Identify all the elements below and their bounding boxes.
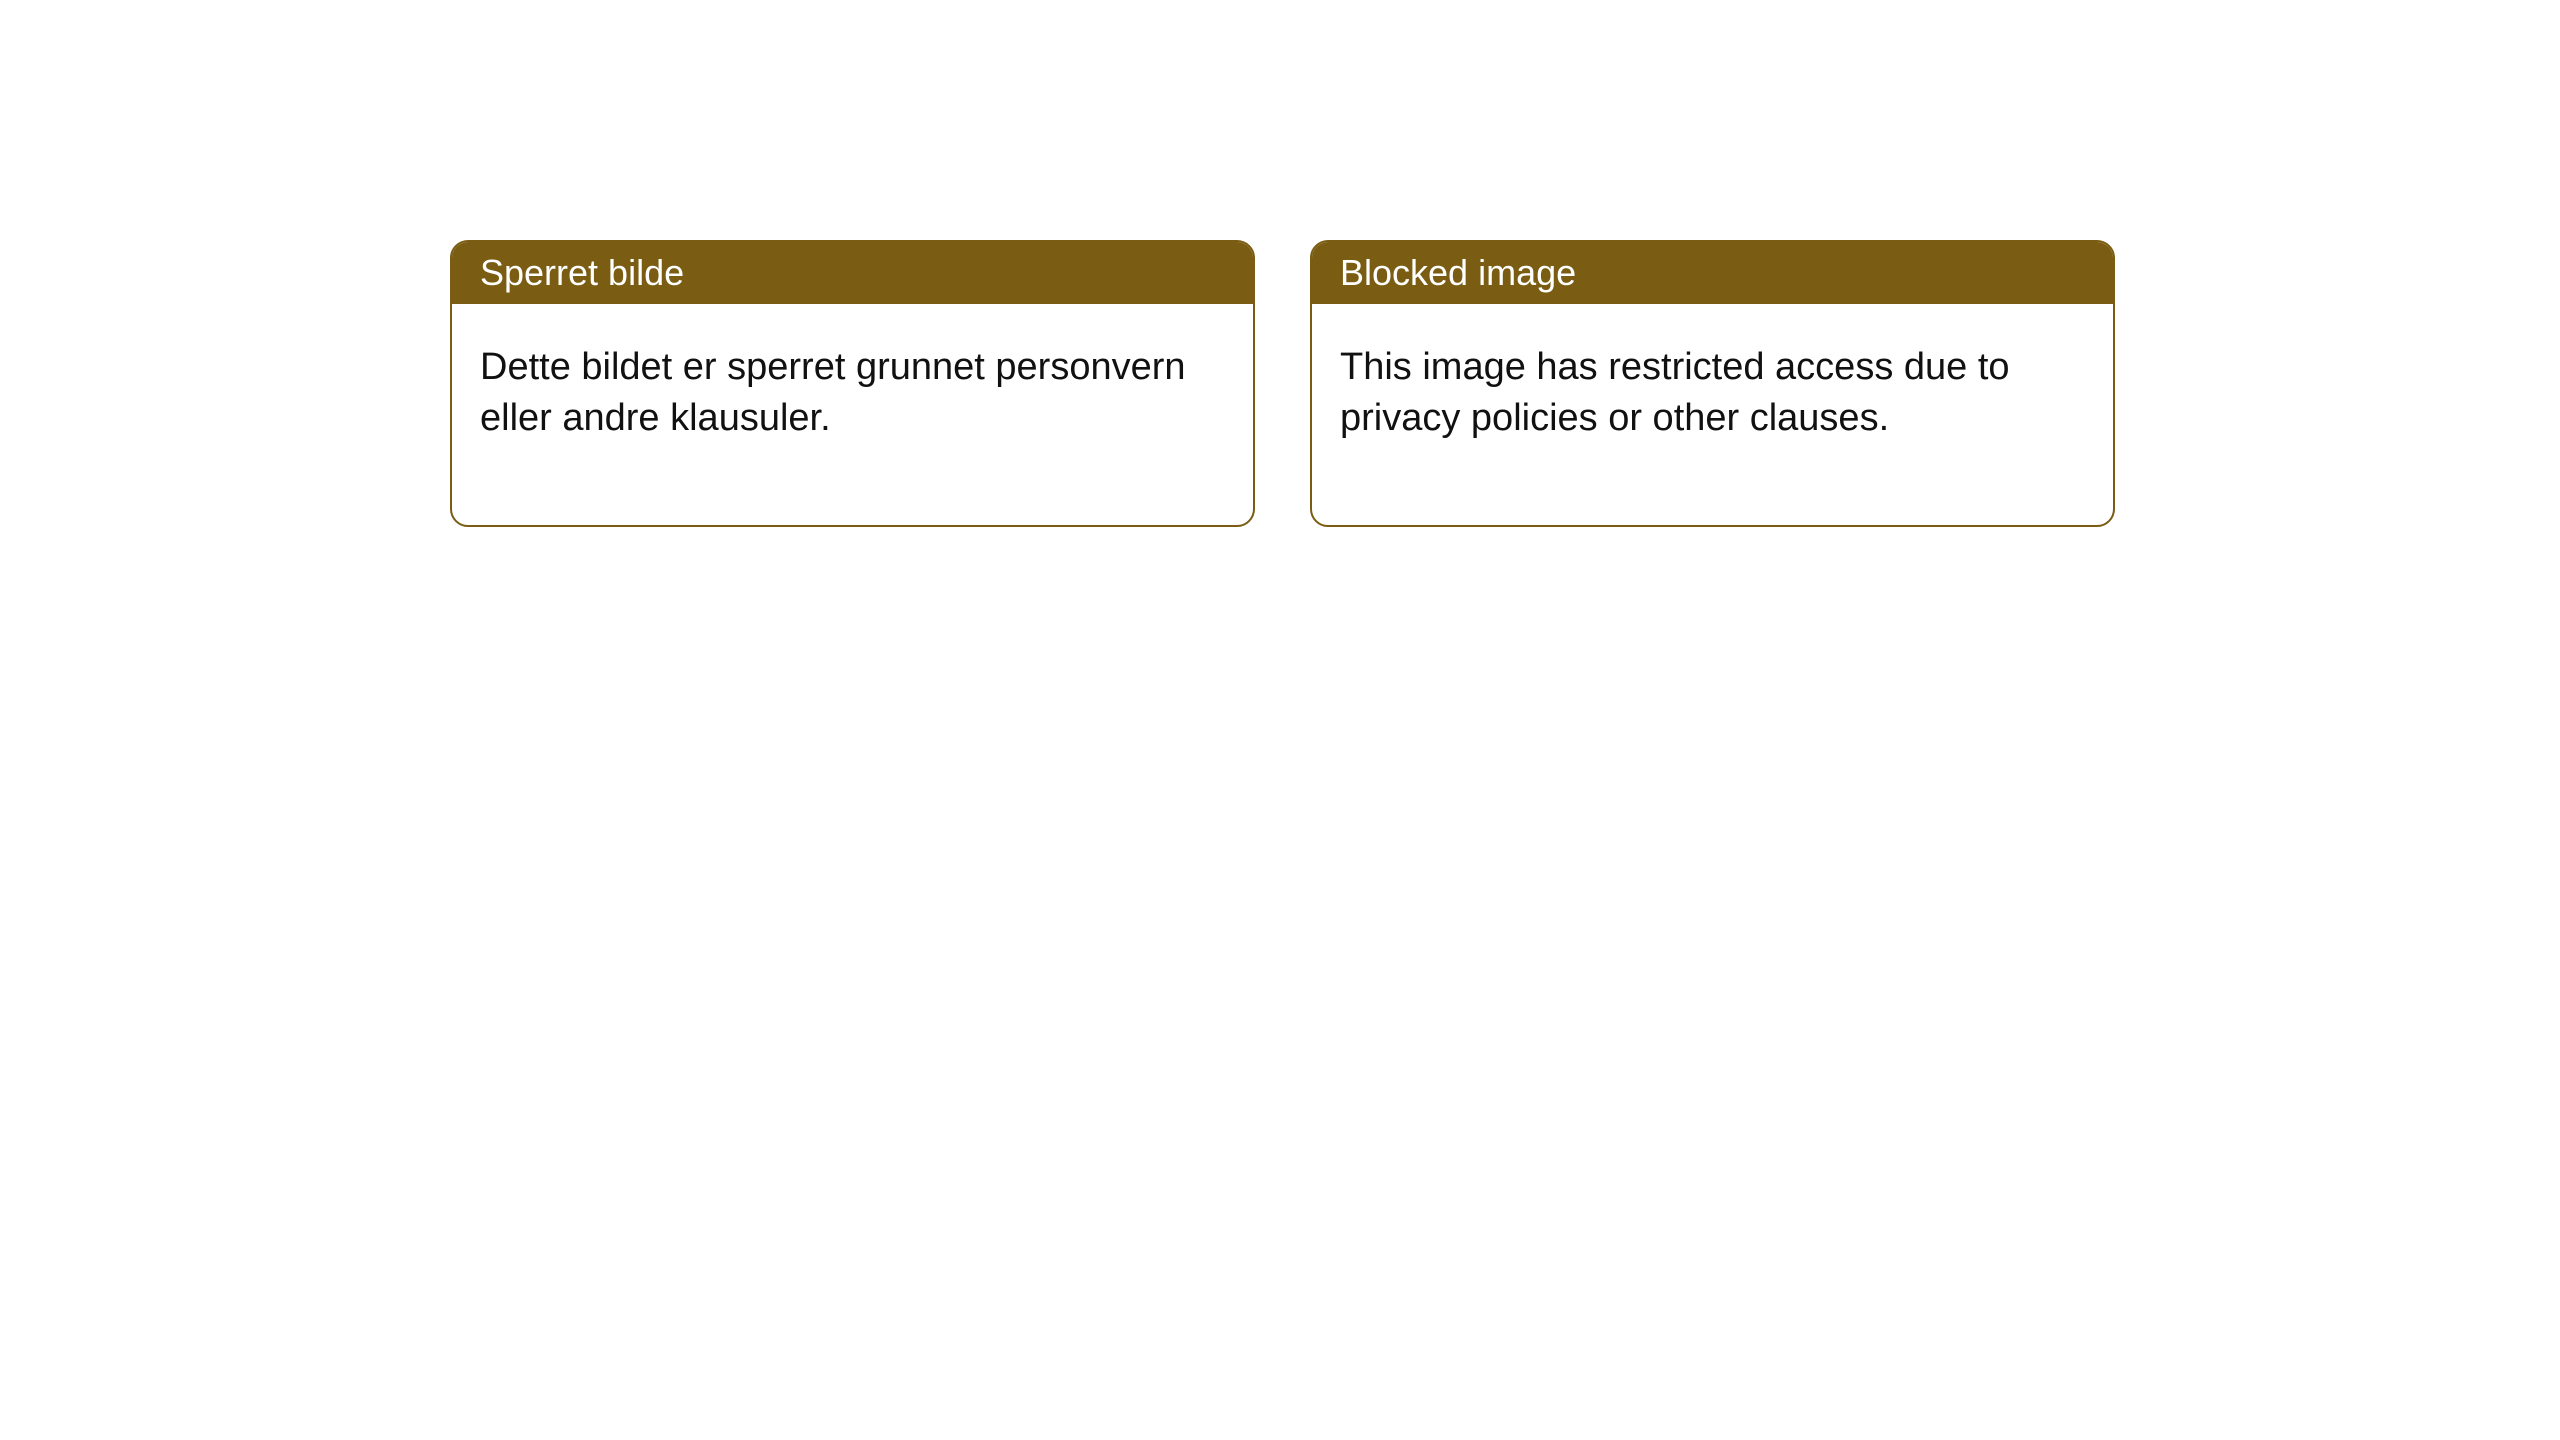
notice-container: Sperret bilde Dette bildet er sperret gr… bbox=[0, 0, 2560, 527]
notice-card-header: Blocked image bbox=[1312, 242, 2113, 304]
notice-card-body: Dette bildet er sperret grunnet personve… bbox=[452, 304, 1253, 525]
notice-title: Blocked image bbox=[1340, 252, 1576, 293]
notice-message: This image has restricted access due to … bbox=[1340, 346, 2010, 439]
notice-card-header: Sperret bilde bbox=[452, 242, 1253, 304]
notice-card-norwegian: Sperret bilde Dette bildet er sperret gr… bbox=[450, 240, 1255, 527]
notice-card-english: Blocked image This image has restricted … bbox=[1310, 240, 2115, 527]
notice-card-body: This image has restricted access due to … bbox=[1312, 304, 2113, 525]
notice-message: Dette bildet er sperret grunnet personve… bbox=[480, 346, 1186, 439]
notice-title: Sperret bilde bbox=[480, 252, 684, 293]
